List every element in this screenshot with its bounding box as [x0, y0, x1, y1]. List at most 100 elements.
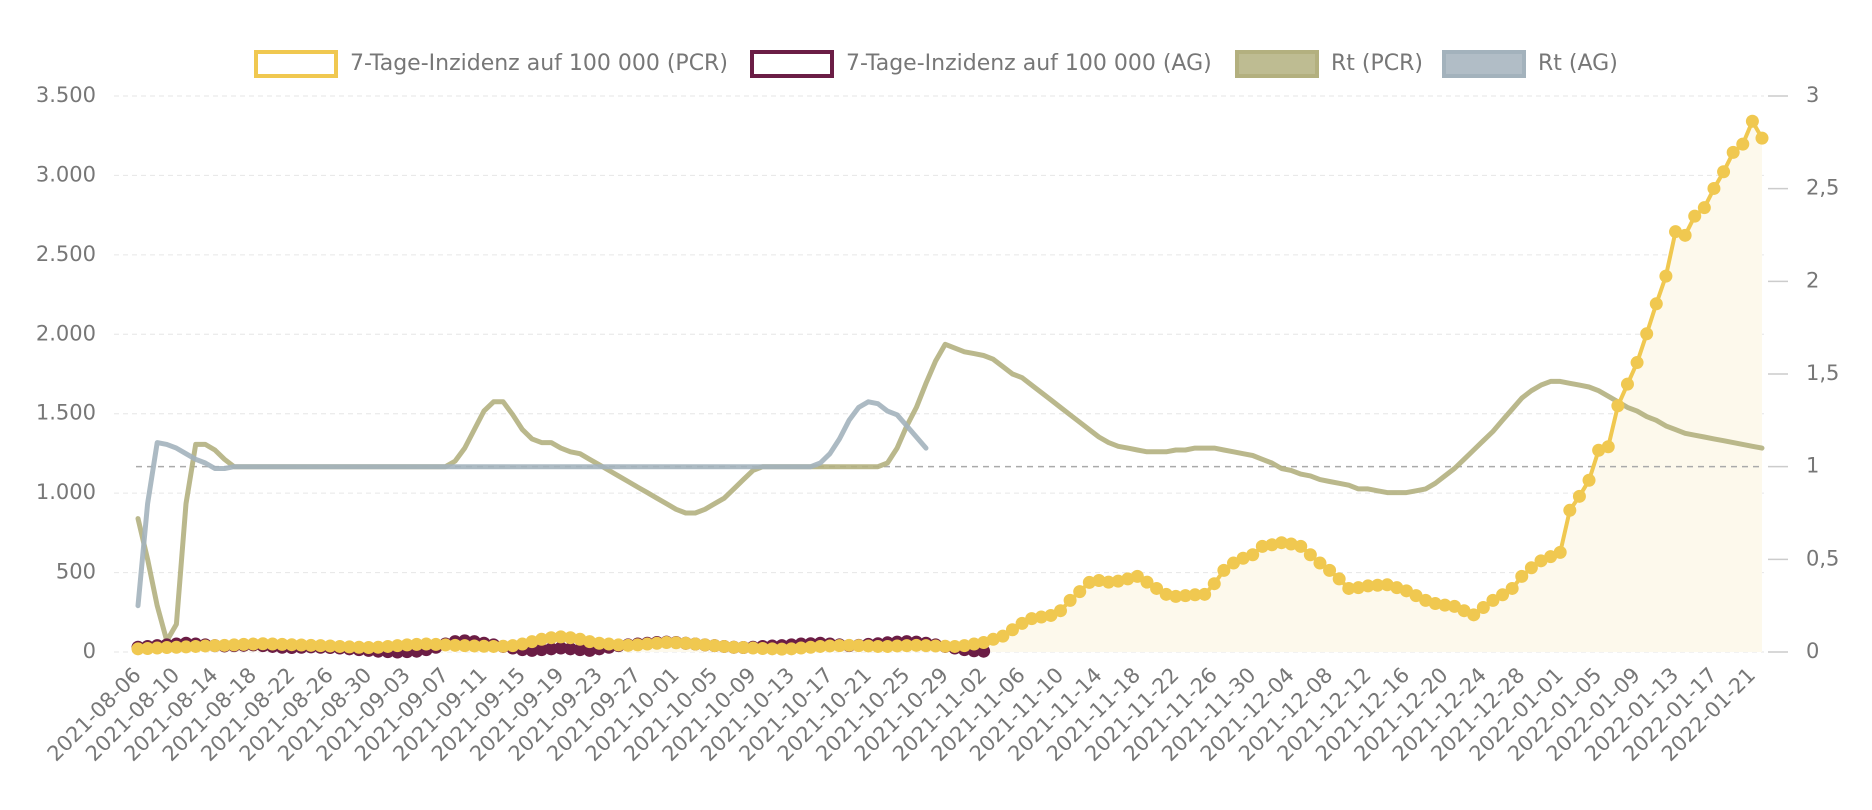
y-tick-label: 3.500 [36, 83, 96, 107]
legend-swatch [254, 50, 338, 78]
data-point [602, 637, 616, 651]
data-point [1697, 201, 1711, 215]
y2-tick-label: 2,5 [1806, 176, 1839, 200]
data-point [237, 637, 251, 651]
data-point [1217, 563, 1231, 577]
data-point [1620, 377, 1634, 391]
data-point [1755, 131, 1769, 145]
data-point [487, 639, 501, 653]
data-point [1726, 145, 1740, 159]
data-point [621, 638, 635, 652]
data-point [592, 636, 606, 650]
data-point [1034, 610, 1048, 624]
y2-tick-label: 1 [1806, 454, 1819, 478]
data-point [765, 642, 779, 656]
data-point [852, 639, 866, 653]
data-point [371, 640, 385, 654]
data-point [679, 636, 693, 650]
data-point [1188, 588, 1202, 602]
data-point [1351, 581, 1365, 595]
data-point [794, 641, 808, 655]
data-point [294, 638, 308, 652]
y-tick-label: 0 [83, 639, 96, 663]
data-point [957, 639, 971, 653]
data-point [362, 641, 376, 655]
area [138, 121, 1762, 652]
series-line [136, 119, 1764, 652]
data-point [1054, 604, 1068, 618]
data-point [890, 639, 904, 653]
data-point [217, 638, 231, 652]
data-point [1169, 589, 1183, 603]
data-point [611, 638, 625, 652]
data-point [861, 639, 875, 653]
data-point [1303, 548, 1317, 562]
data-point [467, 639, 481, 653]
data-point [650, 636, 664, 650]
data-point [554, 641, 568, 655]
data-point [179, 640, 193, 654]
data-point [1361, 579, 1375, 593]
data-point [458, 639, 472, 653]
data-point [967, 637, 981, 651]
data-point [1428, 597, 1442, 611]
data-point [909, 638, 923, 652]
y2-tick-label: 0 [1806, 639, 1819, 663]
data-point [1044, 608, 1058, 622]
data-point [1371, 578, 1385, 592]
data-point [1198, 587, 1212, 601]
data-point [1140, 575, 1154, 589]
data-point [1246, 548, 1260, 562]
data-point [1399, 584, 1413, 598]
data-point [429, 637, 443, 651]
data-point [131, 642, 145, 656]
data-point [275, 637, 289, 651]
data-point [1092, 574, 1106, 588]
data-point [1063, 593, 1077, 607]
data-point [1745, 114, 1759, 128]
data-point [1073, 585, 1087, 599]
legend-swatch [1235, 50, 1319, 78]
data-point [871, 639, 885, 653]
y-tick-label: 2.000 [36, 321, 96, 345]
data-point [439, 638, 453, 652]
data-point [900, 639, 914, 653]
data-point [1601, 440, 1615, 454]
y-tick-label: 1.500 [36, 401, 96, 425]
data-point [784, 642, 798, 656]
data-point [919, 639, 933, 653]
data-point [1226, 556, 1240, 570]
data-point [563, 642, 577, 656]
data-point [881, 639, 895, 653]
data-point [717, 639, 731, 653]
data-point [1467, 608, 1481, 622]
data-point [1736, 137, 1750, 151]
y2-tick-label: 3 [1806, 83, 1819, 107]
data-point [1130, 569, 1144, 583]
data-point [150, 641, 164, 655]
data-point [1678, 228, 1692, 242]
data-point [352, 640, 366, 654]
data-point [1025, 612, 1039, 626]
y2-tick-label: 0,5 [1806, 546, 1839, 570]
data-point [1005, 623, 1019, 637]
data-point [1496, 588, 1510, 602]
data-point [1332, 572, 1346, 586]
data-point [506, 639, 520, 653]
y-tick-label: 2.500 [36, 242, 96, 266]
data-point [938, 639, 952, 653]
data-point [189, 639, 203, 653]
data-point [1707, 181, 1721, 195]
data-point [1275, 536, 1289, 550]
data-point [573, 643, 587, 657]
data-point [708, 639, 722, 653]
y-tick-label: 500 [56, 560, 96, 584]
data-point [227, 638, 241, 652]
data-point [1409, 589, 1423, 603]
data-point [544, 642, 558, 656]
data-point [448, 638, 462, 652]
data-point [1515, 569, 1529, 583]
legend-label: Rt (AG) [1538, 51, 1618, 76]
data-point [342, 640, 356, 654]
